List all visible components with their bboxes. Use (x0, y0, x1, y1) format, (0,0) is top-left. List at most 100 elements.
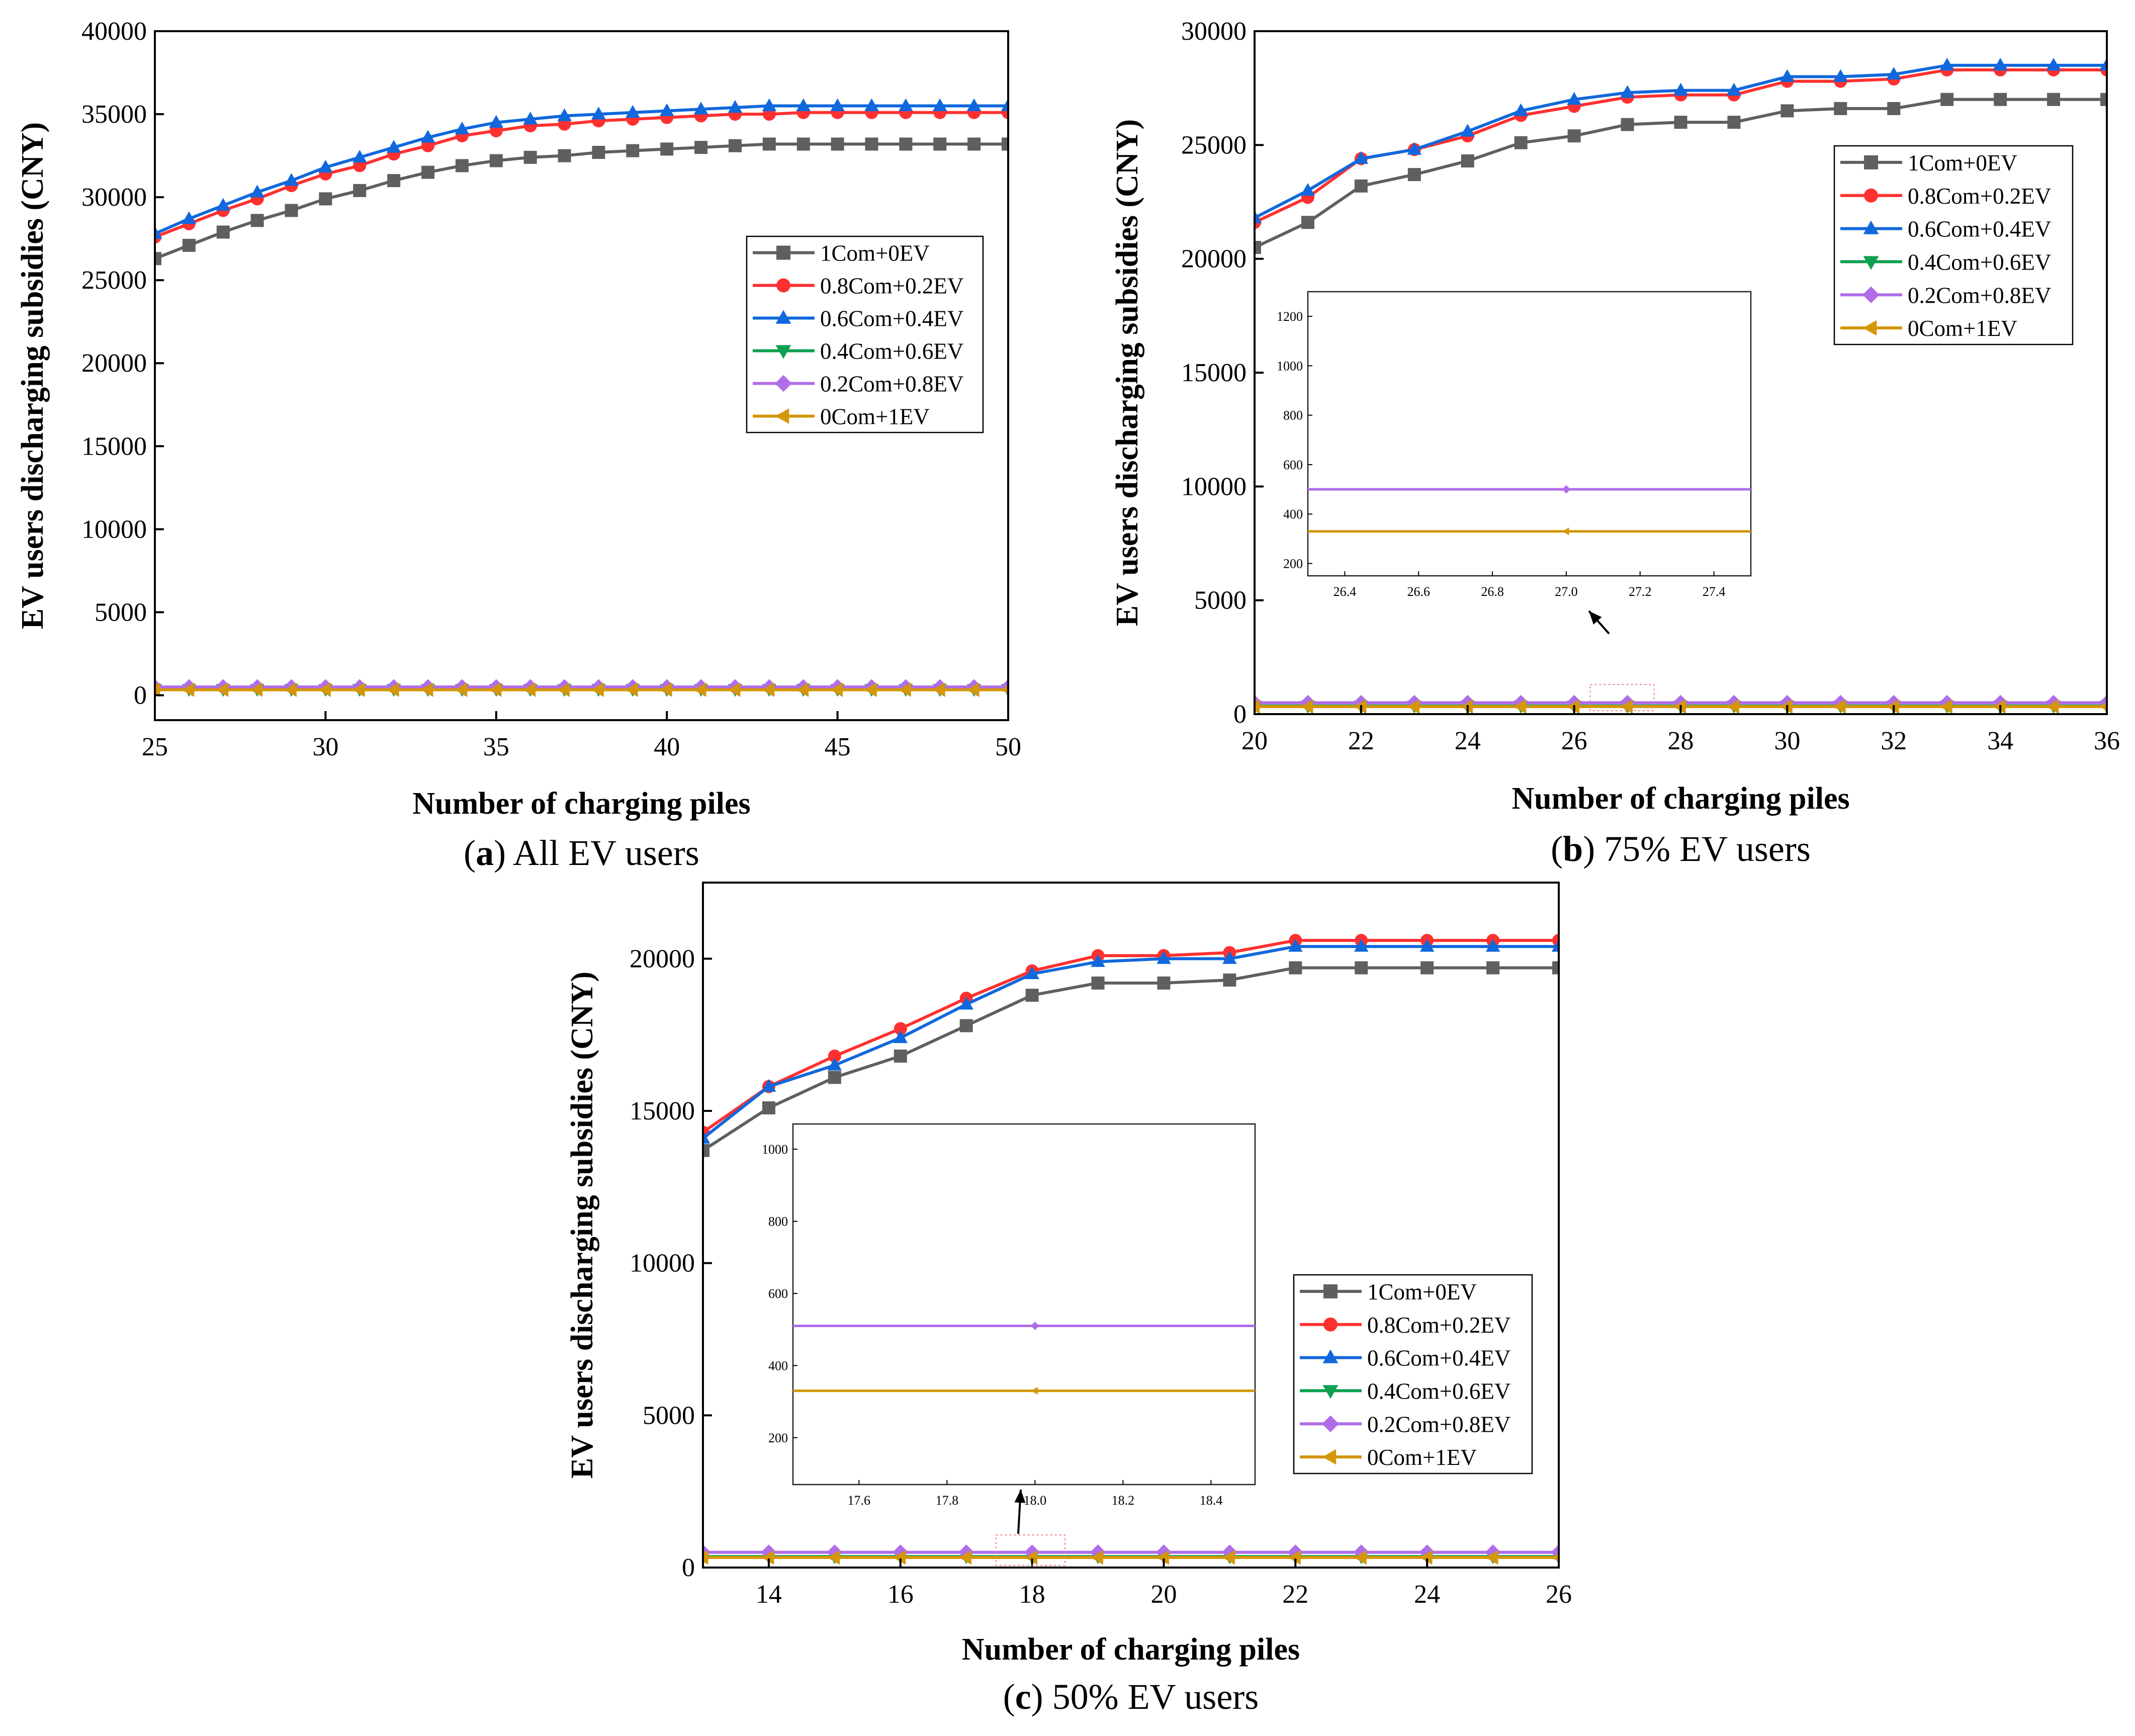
data-point (454, 682, 468, 697)
data-point (762, 98, 777, 111)
data-point (1834, 102, 1847, 115)
series-group (155, 98, 1008, 697)
data-point (830, 682, 843, 697)
legend-label: 1Com+0EV (1367, 1279, 1477, 1305)
data-point (1513, 699, 1527, 714)
data-point (1288, 1550, 1301, 1565)
inset-x-tick-label: 17.6 (848, 1493, 871, 1508)
x-tick-label: 35 (483, 733, 509, 761)
data-point (216, 198, 231, 211)
legend-label: 0Com+1EV (1367, 1445, 1477, 1470)
legend-marker (776, 245, 790, 260)
data-point (933, 137, 947, 151)
data-point (319, 192, 332, 206)
data-point (155, 682, 160, 697)
x-tick-label: 30 (1774, 727, 1800, 755)
data-point (2047, 93, 2061, 106)
data-point (899, 137, 913, 151)
legend-marker (1322, 1349, 1339, 1363)
data-point (1222, 951, 1237, 964)
y-tick-label: 5000 (95, 598, 147, 627)
data-point (1993, 699, 2006, 714)
legend-item: 0.2Com+0.8EV (1300, 1412, 1510, 1437)
x-tick-label: 34 (1987, 727, 2013, 755)
data-point (1460, 699, 1473, 714)
data-point (557, 682, 570, 697)
data-point (1886, 699, 1899, 714)
data-point (932, 98, 947, 111)
data-point (703, 1144, 709, 1157)
data-point (894, 1050, 907, 1063)
data-point (182, 211, 197, 224)
data-point (1300, 699, 1313, 714)
legend-item: 0.6Com+0.4EV (1300, 1346, 1510, 1371)
data-point (181, 682, 195, 697)
legend-marker (1864, 155, 1878, 169)
data-point (420, 682, 433, 697)
data-point (1727, 82, 1741, 96)
legend-label: 0Com+1EV (820, 404, 930, 429)
chart-panel-b: 20 22 24 26 28 30 32 34 36 0 5000 10000 15000 20000 25… (1110, 17, 2120, 869)
data-point (762, 137, 776, 151)
data-point (1833, 699, 1846, 714)
inset-x-tick-label: 17.8 (936, 1493, 959, 1508)
legend-label: 0.4Com+0.6EV (1367, 1378, 1510, 1404)
data-point (1419, 1550, 1433, 1565)
data-point (1567, 129, 1581, 143)
inset-x-tick-label: 18.2 (1112, 1493, 1135, 1508)
y-tick-label: 15000 (1181, 359, 1247, 387)
data-point (1673, 699, 1686, 714)
legend-label: 1Com+0EV (1908, 150, 2017, 176)
data-point (728, 100, 743, 113)
x-tick-label: 22 (1282, 1580, 1308, 1609)
data-point (626, 105, 640, 118)
data-point (523, 150, 537, 164)
data-point (1939, 57, 1954, 71)
legend-marker (1864, 188, 1878, 203)
data-point (1485, 1550, 1498, 1565)
data-point (285, 204, 298, 217)
data-point (284, 682, 297, 697)
data-point (894, 1022, 907, 1035)
legend-marker (1322, 1449, 1337, 1465)
data-point (728, 682, 741, 697)
data-point (1514, 136, 1528, 149)
inset-x-tick-label: 27.2 (1629, 584, 1652, 599)
inset-zoom: 26.4 26.6 26.8 27.0 27.2 27.4 200 400 600 800 1000… (1277, 291, 1752, 599)
inset-data-point (1030, 1322, 1039, 1330)
x-tick-label: 26 (1561, 727, 1587, 755)
inset-y-tick-label: 400 (768, 1358, 788, 1373)
data-point (2046, 699, 2059, 714)
data-point (353, 184, 367, 197)
series-line (703, 945, 1559, 1140)
panel-caption: (b) 75% EV users (1551, 829, 1811, 869)
data-point (1223, 973, 1236, 987)
data-point (1939, 699, 1952, 714)
inset-frame (1307, 291, 1752, 577)
data-point (966, 682, 980, 697)
data-point (864, 682, 877, 697)
y-tick-label: 25000 (81, 266, 147, 295)
legend-box (746, 235, 984, 433)
data-point (796, 98, 811, 111)
inset-x-tick-label: 26.4 (1333, 584, 1357, 599)
legend-label: 0.2Com+0.8EV (820, 372, 963, 397)
x-tick-label: 20 (1241, 727, 1268, 755)
legend-item: 0.2Com+0.8EV (1840, 283, 2051, 308)
legend-label: 0.6Com+0.4EV (1367, 1346, 1510, 1371)
data-point (1354, 179, 1368, 193)
series-group (703, 934, 1559, 1565)
data-point (1726, 699, 1739, 714)
data-point (796, 137, 810, 151)
data-point (1551, 939, 1559, 952)
data-point (523, 112, 538, 125)
y-tick-label: 5000 (1194, 586, 1247, 615)
x-tick-label: 20 (1150, 1580, 1177, 1609)
data-point (1157, 976, 1171, 990)
legend-marker (1322, 1385, 1339, 1399)
data-point (1407, 142, 1422, 155)
data-point (386, 140, 401, 153)
y-axis-title: EV users discharging subsidies (CNY) (565, 972, 599, 1479)
data-point (932, 682, 945, 697)
data-point (865, 137, 878, 151)
